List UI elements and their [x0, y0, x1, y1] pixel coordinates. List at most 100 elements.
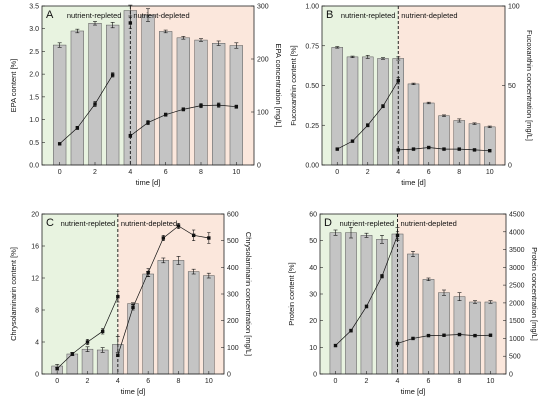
y-tick-label: 4	[35, 340, 39, 347]
bar	[423, 102, 435, 166]
y-tick-label: 1.0	[29, 117, 39, 124]
data-point	[395, 341, 400, 346]
x-tick-label: 2	[365, 378, 369, 385]
y2-tick-label: 4500	[509, 212, 525, 219]
bar	[438, 115, 450, 166]
bar	[362, 56, 374, 166]
data-point	[163, 112, 168, 117]
y-tick-label: 50	[309, 238, 317, 245]
bar	[127, 303, 139, 375]
x-tick-label: 6	[164, 169, 168, 176]
y-tick-label: 3.0	[29, 26, 39, 33]
y2-tick-label: 3500	[509, 247, 525, 254]
bar	[203, 275, 215, 375]
y-axis-label: Protein content [%]	[287, 262, 296, 325]
region-label-repleted: nutrient-repleted	[61, 219, 116, 228]
data-point	[199, 103, 203, 108]
data-point	[411, 336, 415, 341]
bar	[469, 301, 481, 375]
y2-tick-label: 100	[227, 345, 239, 352]
bar	[376, 239, 388, 375]
x-tick-label: 0	[55, 378, 59, 385]
bar	[53, 44, 67, 166]
y-tick-label: 0.00	[305, 163, 319, 170]
data-point	[110, 73, 115, 77]
data-point	[55, 366, 59, 371]
data-point	[161, 236, 166, 240]
data-point	[93, 102, 97, 106]
x-tick-label: 10	[205, 378, 213, 385]
region-label-depleted: nutrient-depleted	[401, 219, 457, 228]
data-point	[128, 21, 133, 25]
y2-tick-label: 300	[227, 292, 239, 299]
x-tick-label: 8	[458, 378, 462, 385]
data-point	[395, 233, 400, 238]
region-label-repleted: nutrient-repleted	[341, 11, 396, 20]
data-point	[207, 236, 211, 240]
data-point	[191, 233, 196, 238]
series-line	[59, 74, 113, 145]
data-point	[181, 107, 186, 112]
data-point	[350, 139, 355, 143]
y-axis-label: Chrysolaminarin content [%]	[9, 247, 18, 341]
data-point	[116, 294, 120, 299]
data-point	[427, 145, 431, 150]
data-point	[381, 104, 385, 108]
y-tick-label: 0.0	[29, 163, 39, 170]
bar	[106, 24, 120, 166]
data-point	[216, 103, 221, 107]
bar	[453, 120, 465, 166]
bar	[142, 273, 154, 375]
y-tick-label: 60	[309, 212, 317, 219]
bar	[377, 58, 389, 166]
region-label-repleted: nutrient-repleted	[67, 11, 122, 20]
data-point	[146, 120, 150, 125]
data-point	[457, 147, 461, 151]
panel-letter: A	[46, 9, 54, 21]
bar	[88, 23, 102, 166]
data-point	[128, 134, 133, 138]
y2-tick-label: 3000	[509, 265, 525, 272]
x-tick-label: 4	[116, 378, 120, 385]
y-tick-label: 1.00	[305, 4, 319, 11]
x-tick-label: 6	[146, 378, 150, 385]
y2-axis-label: Protein concentration [mg/L]	[530, 247, 539, 341]
data-point	[57, 142, 62, 146]
bar	[159, 31, 173, 166]
bar	[346, 56, 359, 166]
y2-tick-label: 300	[257, 4, 269, 11]
y2-tick-label: 0	[227, 372, 231, 379]
region-label-repleted: nutrient-repleted	[339, 219, 394, 228]
panel-letter: B	[326, 9, 333, 21]
region-label-depleted: nutrient-depleted	[401, 11, 457, 20]
data-point	[335, 147, 339, 151]
data-point	[75, 126, 80, 130]
region-label-depleted: nutrient-depleted	[121, 219, 177, 228]
x-tick-label: 8	[457, 169, 461, 176]
data-point	[333, 343, 338, 348]
panel-d: 0 2 4 6 8 10 0 10 20 30 40 50 60 0 500 1000 1500 2000 2500…	[287, 212, 539, 397]
data-point	[234, 105, 239, 109]
y-tick-label: 0.5	[29, 140, 39, 147]
data-point	[380, 274, 384, 278]
bar	[96, 349, 109, 375]
y-tick-label: 2.5	[29, 49, 39, 56]
y2-tick-label: 50	[508, 83, 516, 90]
data-point	[442, 333, 446, 337]
y-tick-label: 20	[309, 318, 317, 325]
data-point	[396, 79, 400, 83]
bar	[422, 279, 435, 375]
data-point	[457, 332, 462, 337]
y-tick-label: 8	[35, 308, 39, 315]
panel-letter: D	[324, 217, 332, 229]
data-point	[364, 304, 369, 309]
x-tick-label: 10	[487, 378, 495, 385]
data-point	[85, 340, 90, 344]
data-point	[488, 333, 493, 337]
data-point	[116, 353, 120, 358]
y2-tick-label: 100	[257, 110, 269, 117]
bar	[66, 353, 79, 375]
data-point	[396, 148, 400, 152]
data-point	[146, 270, 150, 275]
